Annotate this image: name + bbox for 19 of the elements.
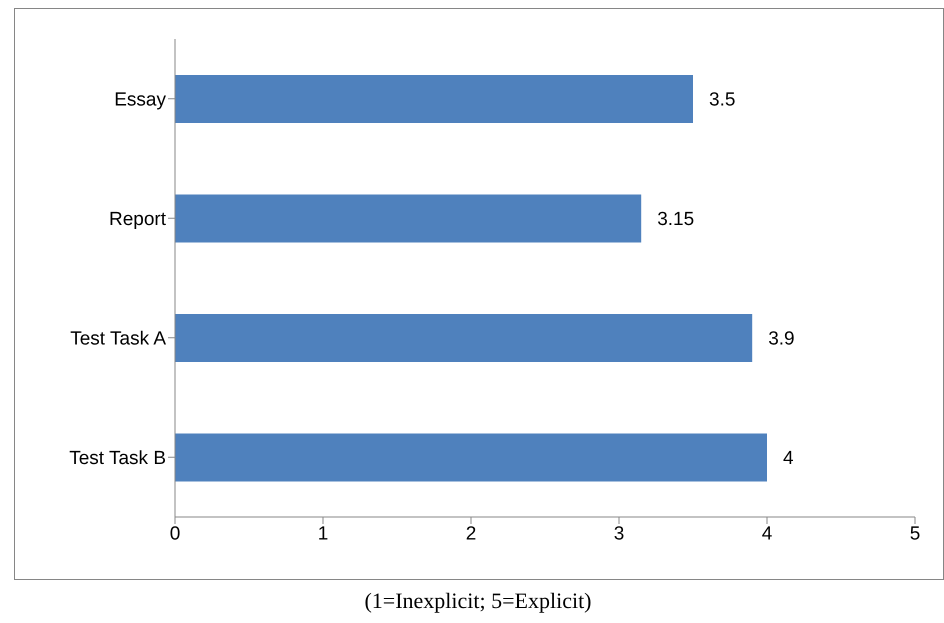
text: (1=Inexplicit; 5=Explicit) — [363, 588, 593, 614]
x-tick-label: 5 — [910, 523, 920, 544]
x-tick-label: 1 — [318, 523, 328, 544]
y-tick-label: Essay — [114, 89, 166, 110]
data-label: 3.9 — [768, 328, 795, 350]
x-tick-label: 4 — [762, 523, 773, 544]
y-tick-label: Test Task A — [70, 328, 166, 350]
x-tick-label: 2 — [466, 523, 476, 544]
data-label: 3.5 — [709, 90, 736, 111]
data-label: 3.15 — [657, 209, 694, 230]
bar — [175, 194, 642, 242]
data-label: 4 — [783, 448, 794, 470]
bar — [175, 314, 752, 362]
x-tick-label: 0 — [170, 523, 180, 544]
bar — [175, 434, 767, 482]
x-tick-label: 3 — [614, 523, 624, 544]
y-tick-label: Report — [108, 208, 167, 230]
y-tick-label: Test Task B — [69, 448, 166, 469]
bar — [175, 75, 693, 123]
